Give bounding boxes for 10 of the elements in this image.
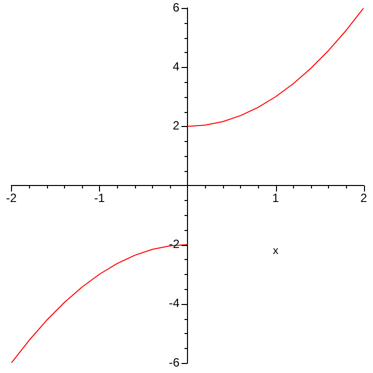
x-tick-label: -1: [94, 191, 106, 206]
x-tick-label: 1: [272, 191, 280, 206]
y-tick-label: -6: [168, 355, 180, 370]
y-tick-label: 4: [172, 59, 180, 74]
x-tick-label: 2: [360, 191, 368, 206]
y-tick-label: 2: [172, 118, 180, 133]
x-tick-label: -2: [6, 191, 17, 206]
x-axis-title: x: [272, 245, 279, 258]
y-tick-label: -4: [168, 296, 180, 310]
y-tick-label: 6: [172, 0, 180, 14]
